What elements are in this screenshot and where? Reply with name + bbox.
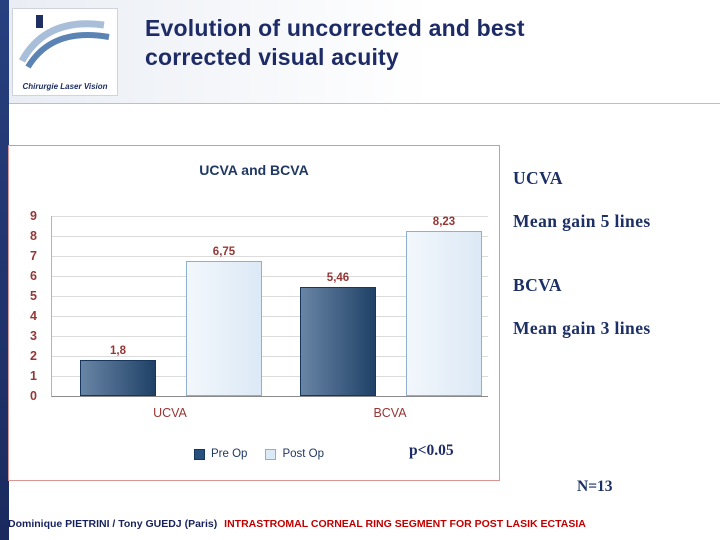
p-value-label: p<0.05 bbox=[409, 442, 454, 459]
bar-bcva-post-op: 8,23 bbox=[406, 216, 482, 396]
logo-swoosh-icon bbox=[18, 15, 110, 69]
bar-rect bbox=[406, 231, 482, 396]
x-axis-label-ucva: UCVA bbox=[153, 406, 187, 420]
y-axis-tick-label: 3 bbox=[30, 329, 37, 343]
gridline bbox=[52, 356, 488, 357]
y-axis-tick-label: 1 bbox=[30, 368, 37, 383]
logo-text: Chirurgie Laser Vision bbox=[22, 82, 108, 91]
bar-ucva-pre-op: 1,8 bbox=[80, 216, 156, 396]
y-axis-tick-label: 5 bbox=[30, 288, 37, 303]
bar-value-label: 1,8 bbox=[110, 345, 126, 357]
bar-rect bbox=[80, 360, 156, 396]
y-axis-tick-label: 2 bbox=[30, 349, 37, 363]
y-axis-tick-label: 6 bbox=[30, 269, 37, 283]
bar-bcva-pre-op: 5,46 bbox=[300, 216, 376, 396]
left-edge-bar bbox=[0, 0, 9, 540]
gridline bbox=[52, 375, 488, 377]
bar-ucva-post-op: 6,75 bbox=[186, 216, 262, 396]
slide-title: Evolution of uncorrected and best correc… bbox=[145, 15, 525, 71]
bar-rect bbox=[300, 286, 376, 396]
y-axis-tick-label: 7 bbox=[30, 248, 37, 263]
sample-size-label: N=13 bbox=[577, 478, 613, 495]
legend-item-pre-op: Pre Op bbox=[194, 448, 247, 460]
legend-swatch bbox=[194, 448, 205, 460]
legend-item-post-op: Post Op bbox=[265, 448, 324, 460]
bar-value-label: 8,23 bbox=[432, 216, 456, 229]
annotation-bcva: BCVA bbox=[513, 275, 562, 295]
gridline bbox=[52, 316, 488, 317]
bar-group-ucva: 1,8 6,75 bbox=[80, 216, 262, 396]
gridline bbox=[52, 336, 488, 337]
annotation-ucva-gain: Mean gain 5 lines bbox=[513, 211, 651, 231]
y-axis: 0 1 2 3 4 5 6 7 8 9 bbox=[9, 209, 45, 403]
bar-value-label: 5,46 bbox=[326, 271, 350, 284]
bar-group-bcva: 5,46 8,23 bbox=[300, 216, 482, 396]
y-axis-tick-label: 8 bbox=[30, 228, 37, 243]
gridline bbox=[52, 295, 488, 297]
annotation-bcva-gain: Mean gain 3 lines bbox=[513, 318, 651, 338]
bar-value-label: 6,75 bbox=[212, 246, 236, 258]
gridline bbox=[52, 216, 488, 217]
footer: Dominique PIETRINI / Tony GUEDJ (Paris) … bbox=[8, 518, 716, 530]
gridline bbox=[52, 276, 488, 277]
legend-label: Pre Op bbox=[211, 448, 248, 460]
footer-presentation-title: INTRASTROMAL CORNEAL RING SEGMENT FOR PO… bbox=[224, 518, 586, 530]
y-axis-tick-label: 4 bbox=[30, 309, 37, 323]
y-axis-tick-label: 9 bbox=[30, 209, 37, 223]
chart-panel: UCVA and BCVA 0 1 2 3 4 5 6 7 8 9 1,8 6,75 5,46 8,23… bbox=[8, 145, 500, 481]
bar-rect bbox=[186, 261, 262, 396]
y-axis-tick-label: 0 bbox=[30, 389, 37, 403]
legend-label: Post Op bbox=[282, 448, 324, 460]
annotation-ucva: UCVA bbox=[513, 168, 563, 188]
header-band bbox=[0, 0, 720, 103]
legend: Pre Op Post Op bbox=[129, 448, 389, 460]
legend-swatch bbox=[265, 448, 277, 460]
footer-authors: Dominique PIETRINI / Tony GUEDJ (Paris) bbox=[8, 518, 218, 530]
gridline bbox=[52, 255, 488, 257]
header-divider bbox=[0, 103, 720, 104]
gridline bbox=[52, 235, 488, 237]
plot-area: 1,8 6,75 5,46 8,23 bbox=[51, 216, 488, 397]
chart-title: UCVA and BCVA bbox=[199, 162, 309, 178]
logo: Chirurgie Laser Vision bbox=[12, 8, 118, 96]
x-axis-label-bcva: BCVA bbox=[373, 406, 407, 420]
